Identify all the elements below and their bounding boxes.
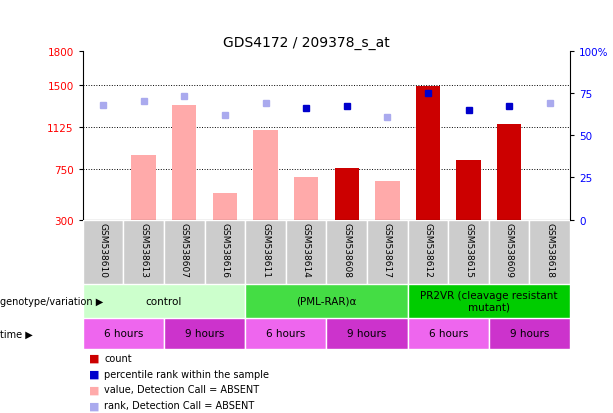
- Text: 9 hours: 9 hours: [348, 328, 387, 339]
- Bar: [213, 193, 237, 220]
- Bar: [164, 220, 205, 284]
- Bar: [245, 318, 326, 349]
- Text: GSM538611: GSM538611: [261, 222, 270, 277]
- Text: ■: ■: [89, 369, 99, 379]
- Text: rank, Detection Call = ABSENT: rank, Detection Call = ABSENT: [104, 400, 254, 410]
- Text: ■: ■: [89, 353, 99, 363]
- Text: GSM538610: GSM538610: [99, 222, 107, 277]
- Text: GSM538618: GSM538618: [546, 222, 554, 277]
- Text: time ▶: time ▶: [0, 328, 32, 339]
- Bar: [172, 106, 196, 220]
- Text: GSM538616: GSM538616: [221, 222, 229, 277]
- Bar: [375, 182, 400, 220]
- Text: 6 hours: 6 hours: [266, 328, 305, 339]
- Text: genotype/variation ▶: genotype/variation ▶: [0, 296, 103, 306]
- Text: GSM538612: GSM538612: [424, 222, 432, 277]
- Bar: [164, 318, 245, 349]
- Bar: [408, 220, 448, 284]
- Bar: [326, 220, 367, 284]
- Bar: [294, 178, 318, 220]
- Bar: [367, 220, 408, 284]
- Bar: [83, 220, 123, 284]
- Text: (PML-RAR)α: (PML-RAR)α: [296, 296, 357, 306]
- Text: percentile rank within the sample: percentile rank within the sample: [104, 369, 269, 379]
- Bar: [497, 125, 521, 220]
- Bar: [245, 284, 408, 318]
- Bar: [456, 161, 481, 220]
- Bar: [416, 86, 440, 220]
- Text: control: control: [146, 296, 182, 306]
- Text: 6 hours: 6 hours: [428, 328, 468, 339]
- Text: GSM538613: GSM538613: [139, 222, 148, 277]
- Bar: [205, 220, 245, 284]
- Bar: [286, 220, 326, 284]
- Text: GSM538614: GSM538614: [302, 222, 311, 277]
- Text: PR2VR (cleavage resistant
mutant): PR2VR (cleavage resistant mutant): [420, 290, 558, 312]
- Bar: [335, 169, 359, 220]
- Bar: [530, 220, 570, 284]
- Text: GSM538608: GSM538608: [342, 222, 351, 277]
- Bar: [489, 318, 570, 349]
- Bar: [123, 220, 164, 284]
- Text: GSM538615: GSM538615: [464, 222, 473, 277]
- Text: GSM538607: GSM538607: [180, 222, 189, 277]
- Text: GSM538617: GSM538617: [383, 222, 392, 277]
- Bar: [489, 220, 530, 284]
- Text: ■: ■: [89, 400, 99, 410]
- Text: 9 hours: 9 hours: [185, 328, 224, 339]
- Bar: [448, 220, 489, 284]
- Text: GDS4172 / 209378_s_at: GDS4172 / 209378_s_at: [223, 36, 390, 50]
- Bar: [408, 284, 570, 318]
- Bar: [245, 220, 286, 284]
- Bar: [326, 318, 408, 349]
- Text: 6 hours: 6 hours: [104, 328, 143, 339]
- Text: count: count: [104, 353, 132, 363]
- Bar: [408, 318, 489, 349]
- Bar: [131, 156, 156, 220]
- Bar: [83, 284, 245, 318]
- Text: ■: ■: [89, 385, 99, 394]
- Bar: [253, 130, 278, 220]
- Text: GSM538609: GSM538609: [504, 222, 514, 277]
- Text: 9 hours: 9 hours: [510, 328, 549, 339]
- Bar: [83, 318, 164, 349]
- Text: value, Detection Call = ABSENT: value, Detection Call = ABSENT: [104, 385, 259, 394]
